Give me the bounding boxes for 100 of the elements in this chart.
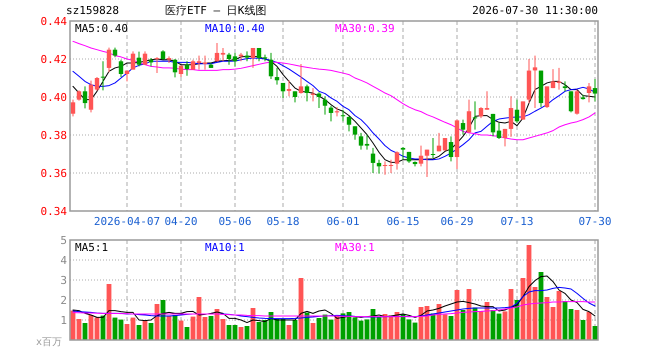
candlestick xyxy=(142,50,148,66)
bar xyxy=(208,316,214,340)
bar xyxy=(82,323,88,340)
candlestick xyxy=(568,90,574,113)
text: MA30:1 xyxy=(335,241,375,254)
candlestick xyxy=(496,122,502,140)
bar xyxy=(514,300,520,340)
x-tick-label: 04-20 xyxy=(164,215,198,228)
x-tick-label: 07-13 xyxy=(500,215,534,228)
y-tick-label: 0.38 xyxy=(40,129,67,142)
bar xyxy=(238,327,244,340)
y-tick-label: 0.34 xyxy=(40,205,68,218)
text: MA5:1 xyxy=(75,241,108,254)
y-tick-label: 0.42 xyxy=(40,53,67,66)
line-series xyxy=(72,276,596,324)
bar xyxy=(172,315,178,340)
bar xyxy=(304,312,310,340)
x-tick-label: 05-18 xyxy=(266,215,300,228)
candlestick xyxy=(274,67,280,86)
candlestick xyxy=(232,52,238,67)
bar xyxy=(466,289,472,340)
candlestick xyxy=(130,50,136,70)
bar xyxy=(586,312,592,340)
bar xyxy=(574,310,580,340)
candlestick xyxy=(124,70,130,82)
bar xyxy=(286,325,292,340)
text: 2026-07-30 11:30:00 xyxy=(472,4,598,17)
y-tick-label: 1 xyxy=(60,314,67,327)
candlestick xyxy=(106,47,112,73)
candlestick xyxy=(322,96,328,116)
bar xyxy=(250,308,256,340)
bar xyxy=(430,313,436,340)
candlestick xyxy=(184,60,190,76)
text: MA30:0.39 xyxy=(335,22,395,35)
line-series xyxy=(72,40,596,140)
candlestick xyxy=(442,138,448,151)
bar xyxy=(160,300,166,340)
candlestick xyxy=(328,105,334,122)
y-tick-label: 0.40 xyxy=(40,91,67,104)
text: sz159828 xyxy=(66,4,119,17)
chart-title: 医疗ETF — 日K线图 xyxy=(165,4,266,17)
candlestick xyxy=(226,52,232,66)
candlestick xyxy=(490,113,496,137)
candlestick xyxy=(214,42,220,62)
bar xyxy=(448,316,454,340)
bar xyxy=(166,316,172,340)
candlestick xyxy=(508,96,514,138)
bar xyxy=(136,325,142,340)
candlestick xyxy=(316,92,322,109)
candlestick xyxy=(436,132,442,152)
bar xyxy=(460,310,466,340)
bar xyxy=(184,327,190,340)
candlestick xyxy=(256,47,262,62)
candlestick xyxy=(268,52,274,80)
y-tick-label: 4 xyxy=(60,254,68,267)
text: MA5:0.40 xyxy=(75,22,128,35)
bar xyxy=(334,315,340,340)
bar xyxy=(538,272,544,340)
candlestick xyxy=(418,145,424,167)
x-tick-label: 06-29 xyxy=(440,215,474,228)
candlestick xyxy=(280,82,286,98)
y-tick-label: 5 xyxy=(60,234,67,247)
bar xyxy=(100,316,106,340)
bar xyxy=(154,304,160,340)
candlestick xyxy=(376,159,382,174)
text: MA10:1 xyxy=(205,241,245,254)
line-series xyxy=(72,301,596,318)
candlestick xyxy=(514,99,520,124)
bar xyxy=(148,323,154,340)
candlestick xyxy=(250,47,256,68)
candlestick xyxy=(112,47,118,58)
candlestick xyxy=(544,86,550,109)
candlestick xyxy=(310,88,316,102)
text: MA10:0.40 xyxy=(205,22,265,35)
candlestick xyxy=(592,78,598,102)
bar xyxy=(106,284,112,340)
candlestick xyxy=(478,106,484,119)
x-tick-label: 2026-04-07 xyxy=(94,215,160,228)
candlestick xyxy=(424,149,430,178)
y-axis-title: x百万 xyxy=(36,337,62,348)
bar xyxy=(178,320,184,340)
bar xyxy=(292,320,298,340)
bar xyxy=(298,278,304,340)
y-tick-label: 3 xyxy=(60,274,67,287)
y-tick-label: 0.36 xyxy=(40,167,67,180)
y-tick-label: 2 xyxy=(60,294,67,307)
candlestick xyxy=(370,147,376,174)
bar xyxy=(454,290,460,340)
candlestick xyxy=(466,99,472,134)
bar xyxy=(142,320,148,340)
x-tick-label: 06-15 xyxy=(386,215,420,228)
candlestick xyxy=(178,65,184,78)
candlestick xyxy=(172,58,178,78)
candlestick xyxy=(160,50,166,60)
y-tick-label: 0.44 xyxy=(40,15,68,28)
bar xyxy=(472,307,478,340)
candlestick xyxy=(286,80,292,97)
candlestick xyxy=(448,136,454,162)
bar xyxy=(310,323,316,340)
bar xyxy=(244,326,250,340)
